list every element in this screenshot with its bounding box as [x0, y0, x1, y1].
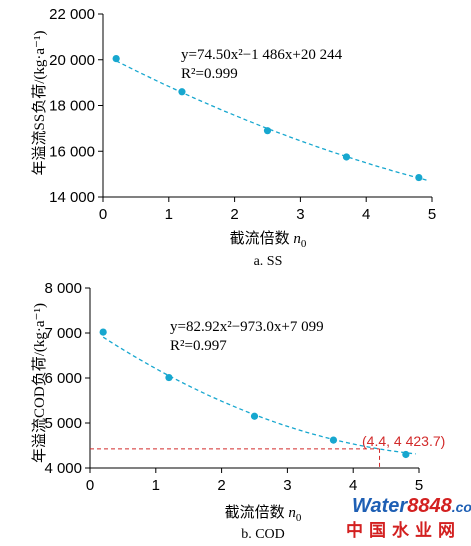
x-tick-label: 5 — [428, 206, 436, 223]
watermark-tld: .com — [452, 499, 471, 515]
data-point — [263, 127, 272, 135]
x-axis-title: 截流倍数 n0 — [230, 230, 307, 250]
x-tick-label: 2 — [230, 206, 238, 223]
x-tick-label: 2 — [217, 477, 225, 494]
chart-caption: b. COD — [241, 527, 285, 542]
y-tick-label: 7 000 — [44, 325, 82, 342]
x-tick-label: 3 — [296, 206, 304, 223]
chart-ss: 年溢流SS负荷/(kg·a⁻¹) y=74.50x²−1 486x+20 244… — [31, 6, 436, 269]
y-axis-title: 年溢流SS负荷/(kg·a⁻¹) — [31, 31, 48, 176]
data-point — [178, 88, 186, 96]
y-tick-label: 8 000 — [44, 280, 82, 297]
watermark-num: 8848 — [407, 495, 452, 517]
watermark-water: Water — [352, 495, 408, 517]
y-tick-label: 4 000 — [44, 460, 82, 477]
x-tick-label: 1 — [165, 206, 173, 223]
x-tick-label: 4 — [349, 477, 357, 494]
chart-cod: 年溢流COD负荷/(kg·a⁻¹) y=82.92x²−973.0x+7 099… — [31, 280, 445, 542]
data-point — [342, 153, 351, 161]
r-squared: R²=0.997 — [170, 338, 227, 354]
fit-curve — [115, 60, 429, 182]
r-squared: R²=0.999 — [181, 66, 238, 82]
x-axis-title: 截流倍数 n0 — [225, 504, 302, 524]
watermark-cn: 中国水业网 — [346, 520, 461, 541]
x-tick-label: 0 — [86, 477, 94, 494]
fit-equation: y=82.92x²−973.0x+7 099 — [170, 319, 324, 335]
watermark: Water8848.com 中国水业网 — [346, 495, 471, 541]
x-tick-label: 3 — [283, 477, 291, 494]
fit-curve — [102, 336, 416, 455]
x-tick-label: 5 — [415, 477, 423, 494]
data-point — [165, 373, 173, 382]
data-point — [99, 328, 107, 336]
y-tick-label: 22 000 — [49, 6, 95, 23]
data-point — [112, 55, 120, 63]
watermark-brand: Water8848.com — [352, 495, 471, 517]
fit-equation: y=74.50x²−1 486x+20 244 — [181, 47, 343, 63]
y-axis-title: 年溢流COD负荷/(kg·a⁻¹) — [31, 303, 48, 463]
y-tick-label: 18 000 — [49, 98, 95, 115]
y-tick-label: 6 000 — [44, 370, 82, 387]
y-tick-label: 16 000 — [49, 143, 95, 160]
annotation-label: (4.4, 4 423.7) — [362, 433, 445, 449]
x-tick-label: 4 — [362, 206, 370, 223]
y-tick-label: 14 000 — [49, 189, 95, 206]
y-tick-label: 20 000 — [49, 52, 95, 69]
data-point — [415, 173, 423, 182]
x-tick-label: 0 — [99, 206, 107, 223]
data-point — [329, 436, 338, 444]
y-tick-label: 5 000 — [44, 415, 82, 432]
data-point — [250, 412, 259, 420]
x-tick-label: 1 — [152, 477, 160, 494]
data-point — [402, 450, 410, 459]
chart-caption: a. SS — [254, 254, 283, 269]
